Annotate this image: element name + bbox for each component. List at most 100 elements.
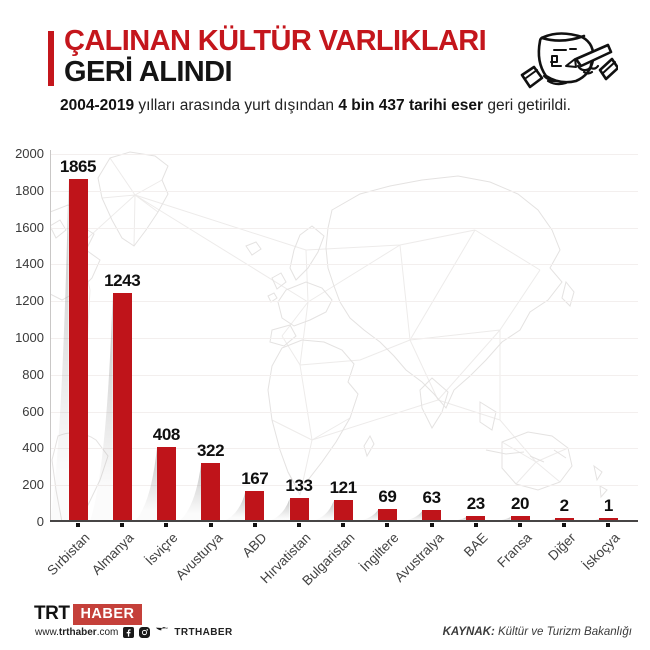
bar-value-label: 1865 bbox=[59, 157, 97, 176]
axis-tick-marker bbox=[473, 523, 478, 527]
bar-Avustralya bbox=[422, 510, 442, 522]
instagram-icon bbox=[139, 627, 151, 638]
bar-category-label: Fransa bbox=[494, 530, 535, 571]
bar-shadows-layer bbox=[50, 180, 599, 522]
gridline bbox=[50, 448, 638, 450]
bar-value-label: 69 bbox=[378, 487, 397, 506]
bar-shadow bbox=[50, 180, 69, 522]
axis-tick-marker bbox=[164, 523, 169, 527]
source-label: KAYNAK: bbox=[442, 626, 495, 638]
y-axis-label: 1600 bbox=[15, 219, 44, 235]
bar-shadow bbox=[133, 448, 157, 522]
trt-haber-logo: TRT HABER bbox=[34, 603, 142, 625]
x-axis-line bbox=[50, 520, 638, 522]
gridline bbox=[50, 190, 638, 192]
social-handle: TRTHABER bbox=[174, 627, 233, 638]
bar-value-label: 121 bbox=[329, 478, 358, 497]
gridline bbox=[50, 227, 638, 229]
bar-Bulgaristan bbox=[333, 500, 353, 522]
page-title-line1: ÇALINAN KÜLTÜR VARLIKLARI bbox=[64, 25, 487, 57]
page-title-line2: GERİ ALINDI bbox=[64, 56, 233, 88]
bar-shadow bbox=[310, 501, 334, 522]
bar-Hırvatistan bbox=[289, 498, 309, 522]
bar-Almanya bbox=[112, 293, 132, 522]
subtitle: 2004-2019 yılları arasında yurt dışından… bbox=[60, 97, 571, 114]
axis-tick-marker bbox=[252, 523, 257, 527]
title-accent-bar bbox=[48, 31, 54, 86]
bar-value-label: 23 bbox=[466, 494, 486, 513]
y-axis-label: 1000 bbox=[15, 330, 44, 345]
y-axis-label: 1400 bbox=[15, 256, 44, 272]
axis-tick-marker bbox=[120, 523, 125, 527]
bar-category-label: ABD bbox=[239, 530, 270, 561]
bar-Avusturya bbox=[201, 463, 221, 522]
axis-tick-marker bbox=[76, 523, 80, 527]
y-axis-label: 800 bbox=[22, 366, 44, 382]
bar-category-label: Sırbistan bbox=[44, 530, 93, 579]
logo-haber-badge: HABER bbox=[73, 603, 142, 625]
axis-tick-marker bbox=[385, 523, 390, 527]
y-axis-label: 200 bbox=[22, 477, 44, 493]
twitter-icon bbox=[155, 627, 169, 638]
gridlines-layer bbox=[50, 150, 638, 522]
bar-ABD bbox=[245, 491, 265, 522]
y-axis-label: 2000 bbox=[15, 146, 44, 161]
artifact-theft-hands-icon bbox=[520, 32, 618, 89]
world-map-background bbox=[50, 151, 608, 522]
bar-value-label: 133 bbox=[285, 476, 313, 495]
y-axis-label: 1800 bbox=[15, 182, 44, 198]
bar-value-label: 20 bbox=[510, 494, 530, 513]
axis-tick-marker bbox=[208, 523, 213, 527]
y-axis-label: 400 bbox=[22, 440, 44, 456]
bar-shadow bbox=[354, 510, 378, 522]
bar-shadow bbox=[266, 499, 290, 522]
bar-value-label: 1 bbox=[603, 496, 613, 515]
bar-category-label: Almanya bbox=[89, 530, 137, 578]
gridline bbox=[50, 264, 638, 266]
bar-category-label: Diğer bbox=[545, 530, 579, 564]
bar-value-label: 2 bbox=[559, 496, 569, 515]
source-credit: KAYNAK: Kültür ve Turizm Bakanlığı bbox=[443, 626, 632, 638]
axis-tick-marker bbox=[429, 523, 434, 527]
bar-İngiltere bbox=[377, 509, 397, 522]
bar-Sırbistan bbox=[68, 179, 88, 522]
bar-shadow bbox=[178, 464, 202, 522]
y-axis-line bbox=[50, 150, 51, 521]
axis-tick-marker bbox=[606, 523, 611, 527]
axis-tick-marker bbox=[562, 523, 567, 527]
bar-category-label: İngiltere bbox=[357, 530, 402, 575]
axis-tick-marker bbox=[341, 523, 346, 527]
logo-trt-text: TRT bbox=[34, 603, 70, 624]
gridline bbox=[50, 374, 638, 376]
gridline bbox=[50, 301, 638, 303]
bar-value-label: 322 bbox=[197, 441, 225, 460]
axis-tick-marker bbox=[518, 523, 522, 527]
website-url: www.trthaber.com bbox=[35, 627, 119, 638]
bar-İsviçre bbox=[156, 447, 176, 522]
bar-category-label: BAE bbox=[460, 530, 491, 560]
gridline bbox=[50, 338, 638, 339]
bar-Fransa bbox=[510, 516, 530, 522]
gridline bbox=[50, 411, 638, 413]
bar-value-label: 408 bbox=[152, 425, 181, 444]
y-axis-label: 0 bbox=[36, 514, 44, 529]
gridline bbox=[50, 154, 638, 155]
facebook-icon bbox=[123, 627, 135, 638]
y-axis-label: 1200 bbox=[15, 293, 44, 309]
bar-value-label: 63 bbox=[422, 488, 442, 507]
y-axis-label: 600 bbox=[22, 403, 44, 419]
bar-value-label: 167 bbox=[241, 469, 269, 488]
page-title: ÇALINAN KÜLTÜR VARLIKLARI GERİ ALINDI bbox=[64, 25, 487, 88]
bar-BAE bbox=[466, 516, 486, 522]
bar-shadow bbox=[222, 492, 246, 522]
axis-tick-marker bbox=[297, 523, 301, 527]
bar-shadow bbox=[89, 294, 113, 522]
source-text: Kültür ve Turizm Bakanlığı bbox=[494, 626, 632, 638]
bar-value-label: 1243 bbox=[104, 271, 141, 290]
bar-category-label: Avusturya bbox=[172, 530, 226, 583]
gridline bbox=[50, 485, 638, 487]
bar-category-label: İskoçya bbox=[580, 530, 623, 573]
bar-shadow bbox=[399, 511, 423, 522]
footer-links: www.trthaber.com TRTHABER bbox=[35, 627, 233, 638]
